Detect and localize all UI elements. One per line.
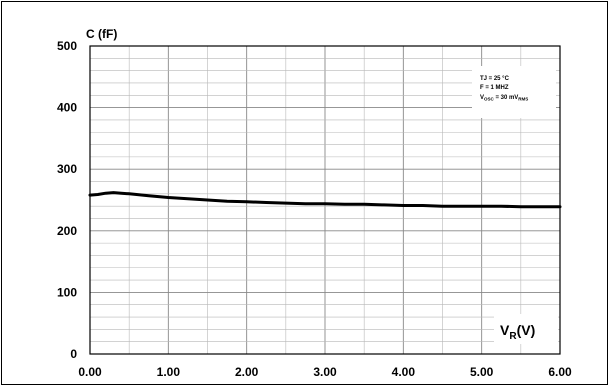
y-tick-label: 0: [70, 347, 77, 361]
x-tick-label: 6.00: [548, 365, 572, 379]
y-axis-label: C (fF): [86, 27, 117, 41]
y-tick-label: 300: [57, 162, 77, 176]
y-tick-labels: 0 100 200 300 400 500: [57, 39, 77, 361]
legend-box: TJ = 25 °C F = 1 MHZ VOSC = 30 mVRMS: [472, 66, 556, 118]
y-tick-label: 500: [57, 39, 77, 53]
x-tick-label: 0.00: [78, 365, 102, 379]
x-tick-label: 1.00: [157, 365, 181, 379]
legend-line-freq: F = 1 MHZ: [480, 85, 509, 91]
x-tick-label: 3.00: [313, 365, 337, 379]
legend-line-vosc: VOSC = 30 mVRMS: [480, 95, 528, 102]
y-tick-label: 200: [57, 224, 77, 238]
series-line-capacitance: [88, 191, 562, 209]
y-tick-label: 400: [57, 101, 77, 115]
x-axis-label-box: VR(V): [494, 314, 558, 344]
plot-border: [89, 45, 561, 355]
x-tick-label: 5.00: [470, 365, 494, 379]
x-tick-label: 2.00: [235, 365, 259, 379]
x-tick-labels: 0.00 1.00 2.00 3.00 4.00 5.00 6.00: [78, 365, 572, 379]
x-axis-label: VR(V): [500, 322, 535, 342]
x-tick-label: 4.00: [392, 365, 416, 379]
y-tick-label: 100: [57, 285, 77, 299]
legend-line-temp: TJ = 25 °C: [480, 76, 510, 82]
